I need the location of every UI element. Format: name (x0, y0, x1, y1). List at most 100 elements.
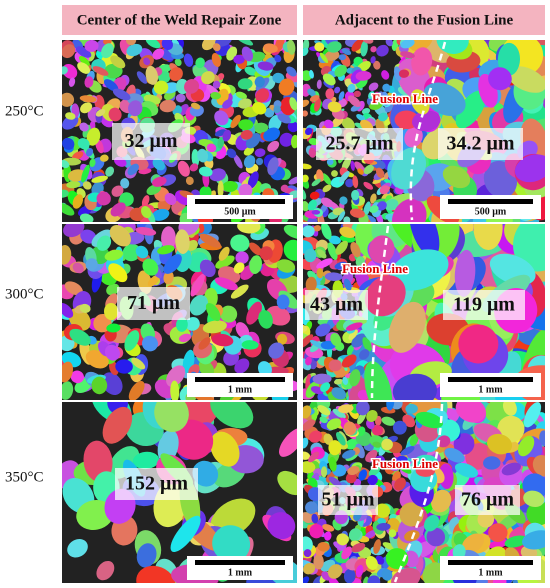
grain (324, 50, 340, 61)
grain (72, 151, 84, 161)
grain (458, 324, 499, 364)
grain (184, 79, 200, 94)
grain (153, 80, 169, 95)
grain (371, 424, 384, 436)
grain (176, 317, 188, 332)
grain (328, 359, 342, 372)
grain (345, 472, 357, 484)
grain (415, 464, 436, 477)
grain (348, 329, 358, 340)
grain-size-label: 51 μm (322, 489, 375, 511)
grain (110, 202, 126, 217)
grain (369, 205, 379, 213)
grain (105, 166, 115, 177)
grain (317, 542, 330, 552)
grain (325, 88, 335, 100)
grain (388, 529, 397, 538)
grain (79, 303, 91, 313)
grain (488, 523, 508, 543)
grain (141, 335, 158, 352)
grain (248, 242, 263, 256)
grain (303, 563, 316, 575)
grain (237, 78, 253, 90)
grain (398, 463, 412, 474)
grain (362, 337, 372, 352)
grain (197, 148, 209, 163)
grain-size-label: 119 μm (453, 294, 515, 316)
grain (96, 560, 115, 581)
grain (384, 95, 396, 105)
grain (212, 525, 251, 563)
grain (338, 54, 347, 61)
grain (131, 357, 146, 370)
grain (303, 451, 311, 460)
grain (205, 302, 221, 322)
grain (400, 51, 415, 59)
grain (309, 69, 314, 79)
grain (341, 48, 352, 56)
grain (226, 148, 237, 159)
grain (237, 224, 261, 234)
grain (488, 67, 512, 91)
grain (330, 333, 342, 347)
grain (276, 259, 296, 273)
grain (89, 158, 96, 167)
grain (333, 378, 344, 385)
grain (106, 323, 121, 333)
grain (268, 342, 285, 359)
grain (142, 258, 159, 276)
grain (255, 88, 270, 103)
fusion-line-label: Fusion Line (372, 91, 438, 106)
grain (177, 160, 190, 177)
grain (161, 40, 173, 50)
grain (303, 99, 310, 108)
grain (246, 301, 262, 325)
grain (404, 550, 419, 568)
grain (291, 134, 297, 149)
grain (372, 177, 385, 185)
grain (522, 530, 545, 550)
grain (214, 277, 238, 291)
grain (190, 273, 205, 297)
grain (185, 316, 200, 331)
grain (351, 40, 364, 52)
grain (376, 522, 391, 531)
grain (350, 242, 361, 258)
grain (487, 433, 513, 455)
fusion-line-trace (370, 225, 390, 399)
grain (409, 224, 440, 257)
grain (350, 160, 355, 171)
grain (523, 402, 542, 428)
grain (303, 536, 313, 553)
grain (363, 201, 371, 217)
grain (400, 40, 415, 49)
grain (364, 529, 378, 540)
grain (370, 46, 377, 53)
grain (323, 119, 334, 129)
grain (263, 127, 280, 142)
grain (424, 514, 440, 532)
grain (124, 330, 140, 351)
grain (303, 189, 307, 200)
grain (303, 576, 310, 583)
grain (192, 460, 219, 487)
grain (320, 466, 328, 478)
grain (389, 463, 400, 472)
grain (202, 320, 227, 334)
grain (379, 185, 390, 195)
grain (215, 40, 232, 47)
grain (145, 65, 158, 85)
grain (145, 40, 161, 49)
grain (334, 65, 347, 78)
grain (357, 389, 369, 400)
grain (332, 408, 346, 419)
scale-bar (195, 199, 285, 204)
row-label: 350°C (5, 469, 44, 485)
grain (381, 569, 393, 581)
grain (367, 575, 381, 583)
grain (233, 54, 245, 65)
grain (392, 420, 407, 435)
grain (62, 202, 75, 216)
grain (101, 43, 114, 59)
grain (437, 435, 451, 448)
